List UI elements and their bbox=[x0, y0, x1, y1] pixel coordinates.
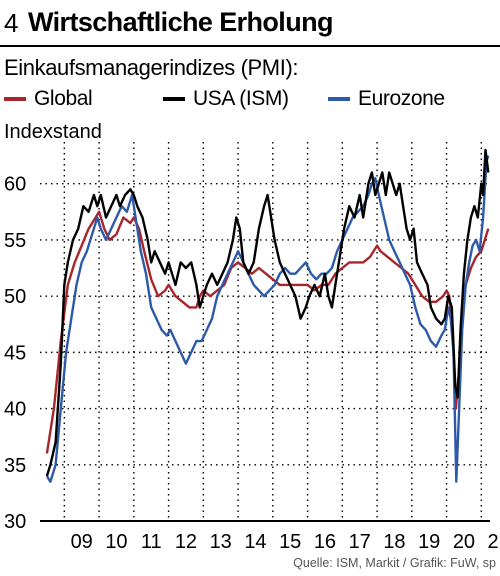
y-tick-label-35: 35 bbox=[4, 455, 26, 477]
x-tick-label-10: 10 bbox=[105, 531, 127, 553]
y-tick-label-60: 60 bbox=[4, 174, 26, 196]
x-tick-label-16: 16 bbox=[314, 531, 336, 553]
y-axis-label: Indexstand bbox=[4, 121, 102, 143]
chart-title: Wirtschaftliche Erholung bbox=[28, 7, 333, 37]
x-tick-label-11: 11 bbox=[141, 531, 162, 553]
pmi-line-chart: 30 35 40 45 50 55 60 09 10 11 12 13 14 15 16 17 18 19 20 21… bbox=[4, 121, 500, 553]
y-tick-label-50: 50 bbox=[4, 286, 26, 308]
x-tick-label-20: 20 bbox=[453, 531, 475, 553]
grid-lines bbox=[40, 142, 490, 521]
legend-swatch-global bbox=[4, 97, 26, 101]
legend: Global USA (ISM) Eurozone bbox=[0, 84, 500, 114]
series-line-usa-ism bbox=[45, 148, 490, 477]
series-lines bbox=[45, 148, 490, 483]
x-tick-label-19: 19 bbox=[418, 531, 440, 553]
legend-label-eurozone: Eurozone bbox=[358, 87, 445, 110]
legend-label-global: Global bbox=[34, 87, 93, 110]
x-tick-label-17: 17 bbox=[349, 531, 371, 553]
x-tick-label-12: 12 bbox=[175, 531, 197, 553]
y-tick-label-45: 45 bbox=[4, 342, 26, 364]
legend-swatch-eurozone bbox=[328, 97, 350, 101]
y-tick-label-55: 55 bbox=[4, 230, 26, 252]
x-tick-label-15: 15 bbox=[279, 531, 301, 553]
legend-label-usa: USA (ISM) bbox=[193, 87, 289, 110]
legend-item-eurozone: Eurozone bbox=[328, 84, 445, 114]
title-rule bbox=[0, 45, 500, 47]
y-tick-label-40: 40 bbox=[4, 399, 26, 421]
source-note: Quelle: ISM, Markit / Grafik: FuW, sp bbox=[293, 556, 496, 570]
figure-header: 4 Wirtschaftliche Erholung bbox=[0, 0, 500, 48]
legend-item-global: Global bbox=[4, 84, 93, 114]
legend-swatch-usa bbox=[163, 97, 185, 101]
x-tick-label-21: 21 bbox=[488, 531, 500, 553]
x-tick-label-18: 18 bbox=[383, 531, 405, 553]
figure-number: 4 bbox=[4, 8, 18, 38]
axes: 30 35 40 45 50 55 60 09 10 11 12 13 14 15 16 17 18 19 20 21 bbox=[4, 174, 500, 553]
x-tick-label-09: 09 bbox=[71, 531, 93, 553]
x-tick-label-13: 13 bbox=[210, 531, 232, 553]
series-line-global bbox=[45, 210, 490, 454]
legend-item-usa: USA (ISM) bbox=[163, 84, 289, 114]
y-tick-label-30: 30 bbox=[4, 511, 26, 533]
chart-subtitle: Einkaufsmanagerindizes (PMI): bbox=[4, 55, 299, 80]
x-tick-label-14: 14 bbox=[244, 531, 266, 553]
